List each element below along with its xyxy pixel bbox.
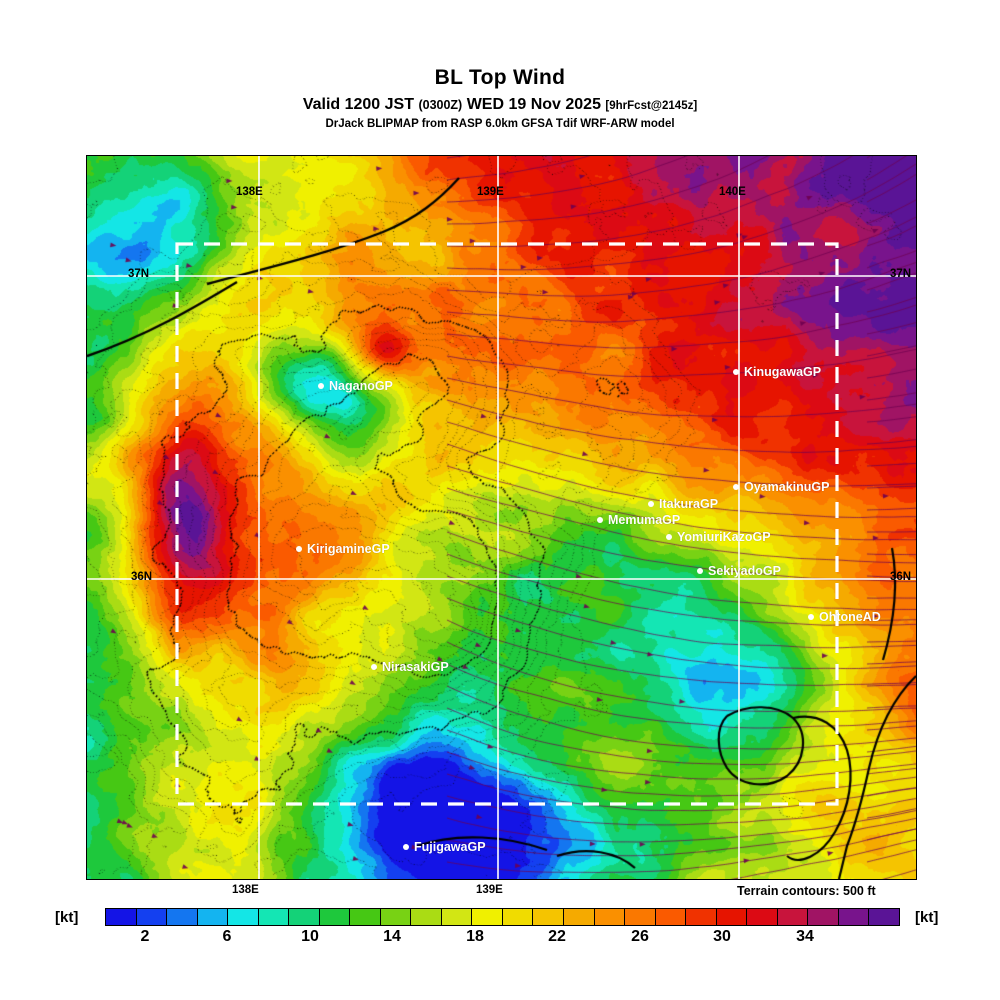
station-dot-icon <box>597 517 603 523</box>
colorbar-swatch-16 <box>593 909 625 925</box>
station-dot-icon <box>403 844 409 850</box>
colorbar-swatch-25 <box>868 909 899 925</box>
valid-utc: (0300Z) <box>418 98 463 112</box>
grid-label-139e-top: 139E <box>477 186 504 198</box>
page-title: BL Top Wind <box>434 66 566 89</box>
grid-label-140e-top: 140E <box>719 186 746 198</box>
station-marker[interactable]: OyamakinuGP <box>733 480 829 494</box>
colorbar-swatch-4 <box>227 909 258 925</box>
terrain-contour-note: Terrain contours: 500 ft <box>737 884 876 898</box>
valid-prefix: Valid 1200 JST <box>302 96 414 113</box>
station-label: MemumaGP <box>608 513 681 527</box>
colorbar-tick-6: 6 <box>222 928 232 945</box>
grid-label-37n-left: 37N <box>128 268 150 280</box>
station-label: YomiuriKazoGP <box>677 530 771 544</box>
colorbar-swatch-5 <box>257 909 289 925</box>
station-label: OyamakinuGP <box>744 480 830 494</box>
station-dot-icon <box>318 383 324 389</box>
colorbar-swatch-2 <box>166 909 197 925</box>
station-dot-icon <box>697 568 703 574</box>
colorbar-swatch-7 <box>318 909 350 925</box>
colorbar-swatch-9 <box>379 909 411 925</box>
station-label: NirasakiGP <box>382 660 449 674</box>
station-label: ItakuraGP <box>659 497 719 511</box>
grid-label-138e-top: 138E <box>236 186 263 198</box>
colorbar-tick-14: 14 <box>383 928 401 945</box>
colorbar-swatch-19 <box>685 909 716 925</box>
colorbar-tick-30: 30 <box>713 928 731 945</box>
colorbar-swatch-11 <box>440 909 472 925</box>
colorbar-swatch-1 <box>135 909 167 925</box>
colorbar[interactable] <box>105 908 900 926</box>
valid-date: WED 19 Nov 2025 <box>466 96 601 113</box>
station-label: OhtoneAD <box>819 610 881 624</box>
station-marker[interactable]: OhtoneAD <box>808 610 881 624</box>
station-marker[interactable]: KinugawaGP <box>733 365 821 379</box>
colorbar-swatch-21 <box>746 909 777 925</box>
station-dot-icon <box>371 664 377 670</box>
station-marker[interactable]: SekiyadoGP <box>697 564 781 578</box>
station-label: SekiyadoGP <box>708 564 781 578</box>
station-dot-icon <box>733 484 739 490</box>
colorbar-swatch-22 <box>776 909 808 925</box>
colorbar-tick-22: 22 <box>548 928 566 945</box>
axis-label-139e-bottom: 139E <box>476 884 503 896</box>
colorbar-swatch-10 <box>410 909 441 925</box>
colorbar-swatch-18 <box>654 909 686 925</box>
colorbar-swatch-3 <box>196 909 228 925</box>
station-dot-icon <box>296 546 302 552</box>
colorbar-swatch-6 <box>288 909 319 925</box>
station-marker[interactable]: NirasakiGP <box>371 660 449 674</box>
station-label: KirigamineGP <box>307 542 390 556</box>
grid-label-36n-right: 36N <box>890 571 912 583</box>
colorbar-swatch-23 <box>807 909 838 925</box>
colorbar-swatch-8 <box>349 909 380 925</box>
colorbar-swatch-0 <box>106 909 136 925</box>
weather-map[interactable] <box>86 155 917 880</box>
station-marker[interactable]: ItakuraGP <box>648 497 718 511</box>
colorbar-tick-34: 34 <box>796 928 814 945</box>
title-block: BL Top Wind Valid 1200 JST (0300Z) WED 1… <box>0 0 1000 130</box>
colorbar-tick-18: 18 <box>466 928 484 945</box>
forecast-tag: [9hrFcst@2145z] <box>605 100 698 112</box>
station-label: FujigawaGP <box>414 840 486 854</box>
wind-speed-field <box>87 156 916 879</box>
station-dot-icon <box>808 614 814 620</box>
colorbar-swatch-24 <box>837 909 869 925</box>
colorbar-swatch-20 <box>715 909 747 925</box>
model-subtitle: DrJack BLIPMAP from RASP 6.0km GFSA Tdif… <box>325 118 675 130</box>
colorbar-swatch-13 <box>501 909 533 925</box>
station-marker[interactable]: KirigamineGP <box>296 542 390 556</box>
grid-label-37n-right: 37N <box>890 268 912 280</box>
colorbar-swatch-14 <box>532 909 563 925</box>
colorbar-swatch-17 <box>624 909 655 925</box>
station-dot-icon <box>648 501 654 507</box>
colorbar-swatch-15 <box>562 909 594 925</box>
station-label: NaganoGP <box>329 379 393 393</box>
colorbar-unit-left: [kt] <box>55 909 79 926</box>
station-label: KinugawaGP <box>744 365 822 379</box>
colorbar-unit-right: [kt] <box>915 909 939 926</box>
station-marker[interactable]: YomiuriKazoGP <box>666 530 771 544</box>
colorbar-tick-26: 26 <box>631 928 649 945</box>
station-marker[interactable]: MemumaGP <box>597 513 680 527</box>
colorbar-tick-10: 10 <box>301 928 319 945</box>
colorbar-swatch-12 <box>471 909 502 925</box>
station-marker[interactable]: NaganoGP <box>318 379 393 393</box>
grid-label-36n-left: 36N <box>131 571 153 583</box>
station-dot-icon <box>666 534 672 540</box>
valid-time-line: Valid 1200 JST (0300Z) WED 19 Nov 2025 [… <box>0 96 1000 114</box>
axis-label-138e-bottom: 138E <box>232 884 259 896</box>
station-dot-icon <box>733 369 739 375</box>
colorbar-tick-2: 2 <box>140 928 150 945</box>
station-marker[interactable]: FujigawaGP <box>403 840 486 854</box>
